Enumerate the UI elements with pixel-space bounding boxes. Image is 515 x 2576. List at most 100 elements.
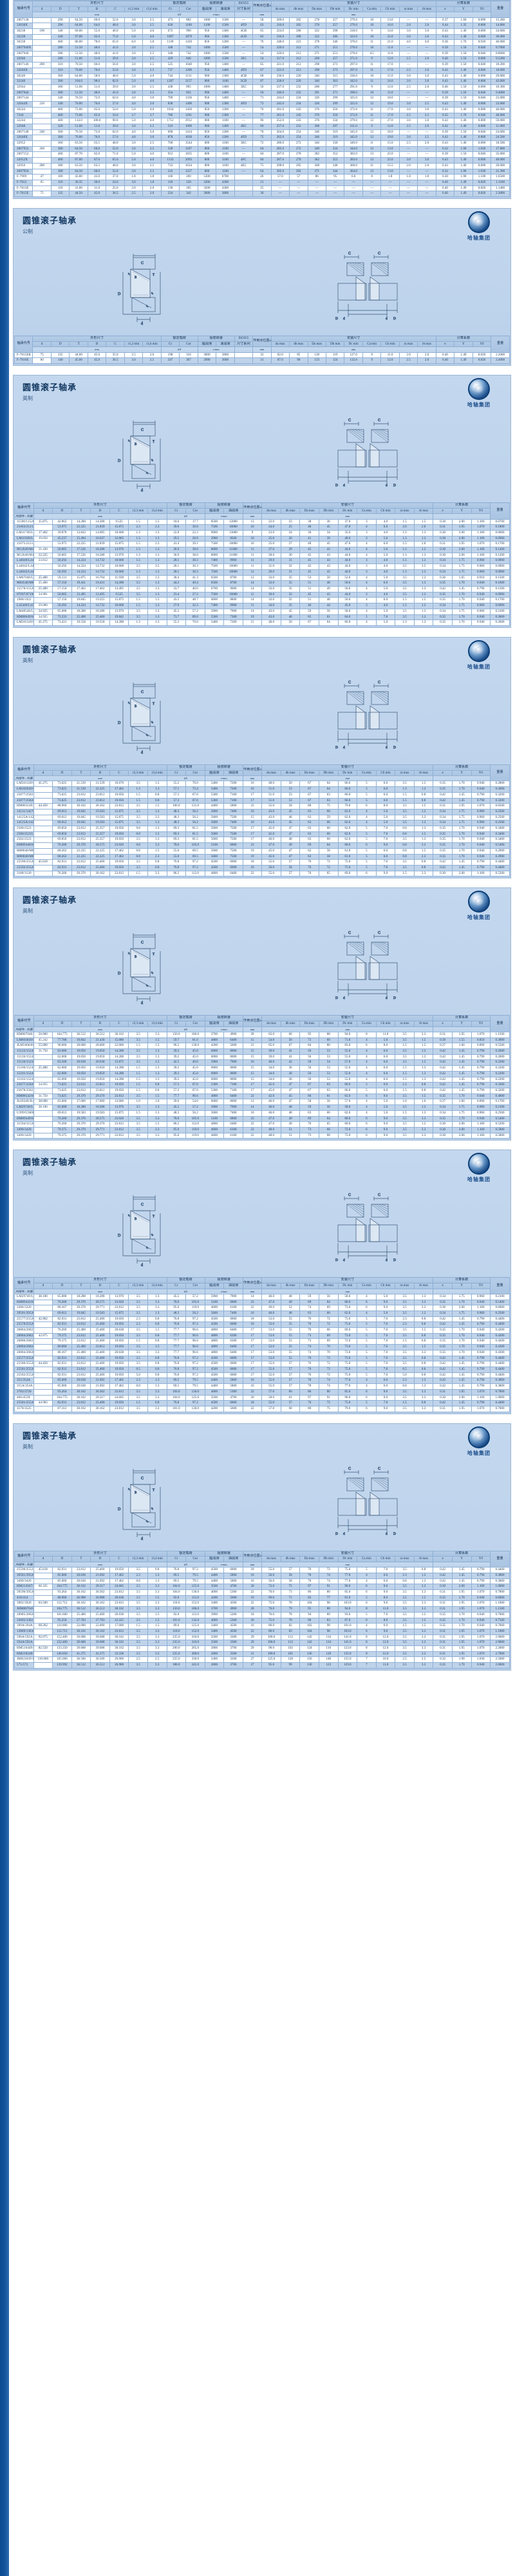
- table-row[interactable]: 15102/15245 62.000 19.050 19.050 14.288 1.5 1…: [14, 1076, 510, 1083]
- table-row[interactable]: 575/572 139.992 36.512 36.512 26.988 3.5 3.3 1…: [14, 1662, 510, 1669]
- table-row[interactable]: 13889/13830 112.712 30.162 30.162 23.812 3.5…: [14, 1628, 510, 1635]
- table-row[interactable]: 2582/2523 69.850 23.812 25.357 19.050 3.5 1.3…: [14, 837, 510, 844]
- table-row[interactable]: 30238 190 340 60.00 55.0 46.0 5.0 4.0 672 990 95…: [14, 28, 510, 35]
- table-row[interactable]: 2007152 400 87.70 82.0 71.0 5.0 4.0 912 1835 800…: [14, 151, 510, 158]
- table-row[interactable]: F-7816E 80 140 45.00 45.0 36.5 3.0 2.5 247 367 2…: [14, 357, 510, 364]
- table-row[interactable]: F-7813E 110 31.00 31.0 25.0 2.0 2.0 130 185 3200…: [14, 185, 510, 192]
- table-row[interactable]: 32940 280 51.00 51.0 39.0 3.0 2.5 429 846 1000 15…: [14, 56, 510, 63]
- table-row[interactable]: L45449/L45410 29.000 50.29214.22414.7321…: [14, 603, 510, 609]
- table-row[interactable]: 26886/26822 79.375 23.812 25.400 19.050 1.5 0…: [14, 1338, 510, 1345]
- table-row[interactable]: 25581/25520 82.931 23.812 25.400 19.050 0.5 0…: [14, 1367, 510, 1373]
- table-row[interactable]: JLM506849/JLM506810 55.000 90.00028.0002…: [14, 1043, 510, 1050]
- table-row[interactable]: 25592/25520 82.931 23.812 25.400 19.050 3.5 0…: [14, 865, 510, 871]
- table-row[interactable]: 21075/21212 53.975 22.225 21.839 15.875 1.5 2…: [14, 541, 510, 548]
- table-row[interactable]: F-7815E 75 135 44.50 45.0 36.5 2.5 2.0 234 342 3…: [14, 191, 510, 198]
- table-row[interactable]: HM88649/HM88610 34.925 72.23325.40025.40…: [14, 614, 510, 621]
- table-row[interactable]: M88048/M88011 68.26222.22522.22517.4620.…: [14, 853, 510, 860]
- table-row[interactable]: 3490/3420 79.375 29.370 29.771 23.812 3.5 3.3…: [14, 1132, 510, 1139]
- table-row[interactable]: L44642/L44610 50.29214.22414.73210.6683.…: [14, 564, 510, 570]
- table-row[interactable]: F-7815EK 75 135 44.00 45.0 35.0 2.5 2.0 198 316…: [14, 352, 510, 359]
- table-row[interactable]: 25577/25520 82.931 23.812 25.400 19.050 3.5 0…: [14, 1355, 510, 1362]
- table-row[interactable]: 26884/26822 42.875 79.375 23.812 25.400 19.…: [14, 1332, 510, 1340]
- table-row[interactable]: M12648/M12610 22.225 50.00517.52618.2881…: [14, 552, 510, 559]
- table-row[interactable]: LM11949/LM11910 19.050 45.23715.49416.63…: [14, 535, 510, 542]
- table-row[interactable]: 39590/39520 93.264 30.162 30.302 23.812 3.5 3…: [14, 1589, 510, 1596]
- table-row[interactable]: 33895/33821 95.250 27.783 27.783 22.225 3.5 1…: [14, 1617, 510, 1624]
- table-row[interactable]: 2007138 290 64.50 60.0 52.0 3.0 2.5 473 882 1000…: [14, 17, 510, 24]
- table-row[interactable]: 25877/25820 73.025 23.812 23.812 19.050 1.5 0…: [14, 797, 510, 804]
- table-row[interactable]: 32048X 360 76.00 76.0 57.0 4.0 3.0 878 1630 850 1…: [14, 135, 510, 141]
- table-row[interactable]: 25580/25520 44.450 82.931 23.812 25.400 19.…: [14, 1361, 510, 1367]
- table-row[interactable]: 15100/15245 25.400 62.000 19.050 19.050 14.…: [14, 1065, 510, 1072]
- table-row[interactable]: 25590/25520 45.618 82.931 23.812 25.400 19.…: [14, 859, 510, 866]
- table-row[interactable]: M12649/M12610 21.430 50.00517.52618.2881…: [14, 547, 510, 553]
- table-row[interactable]: JM822049/JM822010 110.000 165.00036.5003…: [14, 1656, 510, 1663]
- table-row[interactable]: HM89449/HM89410 76.20029.37028.57523.020…: [14, 1115, 510, 1122]
- table-row[interactable]: 3490/3420 85.000 20.638 21.692 17.462 0.8 1.3…: [14, 1578, 510, 1585]
- table-row[interactable]: LM603049/LM603011 45.242 77.78819.84221.…: [14, 1037, 510, 1044]
- table-row[interactable]: 07097/07196 24.981 50.005 13.495 13.495 9.5…: [14, 591, 510, 598]
- table-row[interactable]: HM88542/HM88510 31.750 73.02529.37029.37…: [14, 1093, 510, 1100]
- table-row[interactable]: 25578/25520 82.931 23.812 25.400 19.050 2.3 0…: [14, 1321, 510, 1329]
- table-row[interactable]: 39581/39520 69.012 19.845 19.583 15.875 3.5 1…: [14, 1310, 510, 1317]
- table-row[interactable]: 25590/25523 45.618 82.931 23.812 25.400 19.…: [14, 1567, 510, 1573]
- table-row[interactable]: 2580/2523 69.850 23.812 25.357 19.050 0.8 1.3…: [14, 826, 510, 832]
- table-row[interactable]: U399/U360L 69.012 19.583 19.583 15.875 1.5 1.…: [14, 1110, 510, 1117]
- table-row[interactable]: 15126/15245 62.000 19.050 19.050 14.288 3.5 1…: [14, 1054, 510, 1061]
- table-row[interactable]: M88048/M88010 68.26222.22522.22517.4620.…: [14, 848, 510, 855]
- table-row[interactable]: 11590/11520 15.875 42.862 14.288 14.288 9.5…: [14, 518, 510, 526]
- table-row[interactable]: 15123/15245 31.750 62.000 19.050 19.050 14.…: [14, 1048, 510, 1055]
- table-row[interactable]: HM218248/HM218210 146.05041.27541.27533.…: [14, 1651, 510, 1658]
- table-row[interactable]: 25581/25520 44.983 82.931 23.812 25.400 19.…: [14, 1400, 510, 1406]
- table-row[interactable]: 15126/15250 63.500 20.638 20.638 15.875 3.5 1…: [14, 1059, 510, 1066]
- table-row[interactable]: 26884/26823 76.200 25.400 25.400 20.638 3.5 1…: [14, 1327, 510, 1334]
- table-row[interactable]: 2007956 380 64.50 60.0 52.0 3.0 2.5 543 1257 800…: [14, 168, 510, 175]
- table-row[interactable]: HM516449/HM516410 82.550 133.35039.68839…: [14, 1645, 510, 1652]
- table-row[interactable]: 2007952 260 360 64.50 60.0 52.0 3.0 2.5 528 118…: [14, 146, 510, 153]
- table-row[interactable]: 3782/3720 93.264 30.162 30.302 23.812 3.5 3.3…: [14, 1388, 510, 1396]
- table-row[interactable]: 460/453X 104.775 30.162 29.317 24.605 3.5 3.3…: [14, 1394, 510, 1401]
- table-row[interactable]: 32956 280 380 63.50 63.5 48.0 3.0 2.5 733 1634 8…: [14, 162, 510, 169]
- table-row[interactable]: 14125A/14276 69.01219.84519.58315.8753.5…: [14, 820, 510, 827]
- table-row[interactable]: JL69349/JL69310 38.000 63.00017.00017.00…: [14, 1099, 510, 1106]
- table-row[interactable]: 2007940X 280 51.50 48.0 41.0 3.0 2.5 348 742 100…: [14, 45, 510, 52]
- table-row[interactable]: 32238 340 97.00 92.0 75.0 5.0 4.0 1097 1879 900 1…: [14, 33, 510, 41]
- table-row[interactable]: 2007944 300 51.50 48.0 41.0 3.0 2.5 354 835 900 1…: [14, 90, 510, 97]
- table-row[interactable]: LM48548/LM48510 34.925 65.08818.28818.28…: [14, 608, 510, 615]
- table-row[interactable]: 7244 400 73.00 65.0 54.0 3.7 3.7 780 1181 900 130…: [14, 112, 510, 119]
- table-row[interactable]: 32040X 310 70.00 70.0 53.0 3.0 2.5 737 1290 950 1…: [14, 67, 510, 74]
- table-row[interactable]: 32948 320 51.00 51.0 39.0 3.0 2.5 516 1090 900 13…: [14, 123, 510, 130]
- table-row[interactable]: 25878/25821 73.025 23.812 23.812 19.050 1.5 0…: [14, 1088, 510, 1094]
- table-row[interactable]: 30240 360 64.00 58.0 48.0 5.0 4.0 744 1111 900 13…: [14, 73, 510, 80]
- table-row[interactable]: LM11749/LM11710 17.462 39.87813.84314.60…: [14, 529, 510, 536]
- table-row[interactable]: 32944 300 51.00 51.0 39.0 3.0 2.5 438 895 1000 14…: [14, 84, 510, 91]
- table-row[interactable]: 30244 400 72.00 65.0 54.0 5.0 4.0 1034 1450 850 1…: [14, 106, 510, 113]
- table-row[interactable]: 2007148 240 360 76.50 72.0 62.0 4.0 3.0 698 141…: [14, 129, 510, 136]
- table-row[interactable]: HM89443/HM89410 76.20029.37028.57523.020…: [14, 1299, 510, 1306]
- table-row[interactable]: 14125A/14274 69.01219.84519.58315.8753.5…: [14, 814, 510, 821]
- table-row[interactable]: 1988/1922 57.150 19.845 19.355 15.875 1.5 1.5…: [14, 597, 510, 604]
- table-row[interactable]: LM102949/LM102910 73.02521.53922.22517.4…: [14, 786, 510, 793]
- table-row[interactable]: 21063/21212 53.975 22.225 21.839 15.875 2.3 2…: [14, 524, 510, 531]
- table-row[interactable]: 2007144 340 76.50 72.0 62.0 4.0 3.0 709 1336 950…: [14, 95, 510, 102]
- table-row[interactable]: 25582/25520 82.931 23.812 25.400 19.050 5.0 0…: [14, 1372, 510, 1379]
- table-row[interactable]: 14131/14276 69.012 19.845 19.583 15.875 3.5 1…: [14, 808, 510, 815]
- table-row[interactable]: LM501349/LM501310 41.275 73.43119.55819.…: [14, 620, 510, 626]
- table-row[interactable]: 2580/25235 69.850 23.812 25.357 19.050 0.8 1.…: [14, 831, 510, 838]
- table-row[interactable]: 598A/592A 92.075 152.400 39.688 39.688 30.1…: [14, 1634, 510, 1641]
- table-row[interactable]: L44643/L44610 50.29214.22414.73210.6681.…: [14, 569, 510, 576]
- table-row[interactable]: 26884/26824 80.000 25.400 23.812 19.050 3.5 1…: [14, 1344, 510, 1350]
- table-row[interactable]: M84548/M84510 25.400 57.15019.43119.4311…: [14, 580, 510, 587]
- table-row[interactable]: 32240 360 104.0 98.0 82.0 5.0 4.0 1287 2157 800 1…: [14, 79, 510, 85]
- table-row[interactable]: 2007940 280 51.50 48.0 41.0 3.0 2.5 348 742 1000…: [14, 50, 510, 57]
- table-row[interactable]: 32244 400 114.0 108.0 90.0 5.0 4.0 1712 2912 800…: [14, 118, 510, 124]
- table-row[interactable]: 32052X 400 87.00 87.0 65.0 5.0 4.0 1133 2093 800…: [14, 157, 510, 164]
- table-row[interactable]: 355A/354A 85.000 20.638 21.692 17.462 0.8 1.3…: [14, 1383, 510, 1390]
- table-row[interactable]: 25577/25520 42.862 82.931 23.812 25.400 19.…: [14, 1316, 510, 1323]
- table-row[interactable]: LM67048/LM67010 25.400 59.13115.87516.76…: [14, 574, 510, 582]
- table-row[interactable]: 3188/3120 76.200 29.370 30.162 23.812 1.5 3.3…: [14, 870, 510, 877]
- table-row[interactable]: 25877/25820 34.925 73.025 23.812 23.812 19.…: [14, 1082, 510, 1088]
- table-row[interactable]: 399A/394A 68.262 110.000 22.000 22.000 17.0…: [14, 1623, 510, 1629]
- table-row[interactable]: 30338 400 86.00 78.0 65.0 6.0 5.0 1139 1410 850 1…: [14, 39, 510, 46]
- table-row[interactable]: 15101/15245 62.000 19.050 19.050 14.288 1.5 1…: [14, 1070, 510, 1077]
